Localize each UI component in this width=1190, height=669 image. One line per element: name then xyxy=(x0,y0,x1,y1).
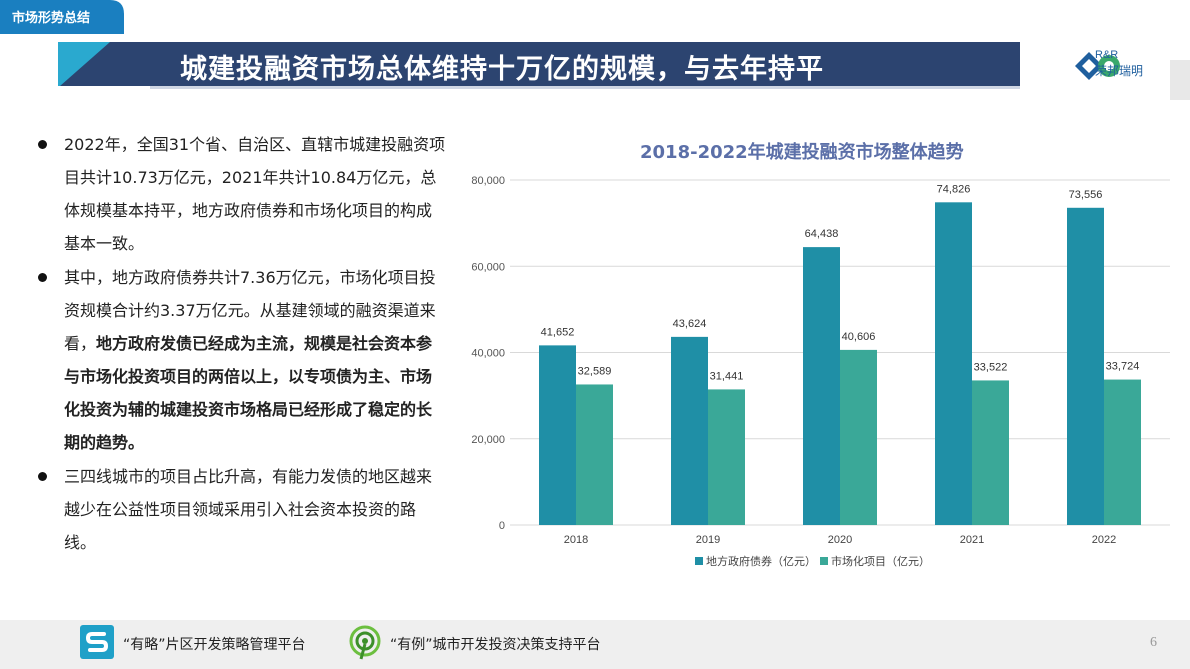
bullet-dot-icon xyxy=(38,472,47,481)
footer-platform-2[interactable]: “有例”城市开发投资决策支持平台 xyxy=(390,637,601,653)
section-tag-label: 市场形势总结 xyxy=(12,11,91,26)
bar-value-label: 41,652 xyxy=(541,326,575,338)
bullet-text: 三四线城市的项目占比升高，有能力发债的地区越来越少在公益性项目领域采用引入社会资… xyxy=(64,467,433,552)
bar-government-bonds xyxy=(935,202,972,525)
bullet-dot-icon xyxy=(38,140,47,149)
decision-platform-icon xyxy=(349,625,381,660)
bullet-item: 2022年，全国31个省、自治区、直辖市城建投融资项目共计10.73万亿元，20… xyxy=(36,128,446,260)
strategy-platform-icon xyxy=(80,625,114,659)
page-number: 6 xyxy=(1150,635,1157,650)
chart-title: 2018-2022年城建投融资市场整体趋势 xyxy=(640,142,964,163)
logo-text-cn: 荣邦瑞明 xyxy=(1095,64,1144,78)
summary-bullet-list: 2022年，全国31个省、自治区、直辖市城建投融资项目共计10.73万亿元，20… xyxy=(36,128,446,560)
legend-label: 市场化项目（亿元） xyxy=(831,554,930,568)
bullet-emphasis-text: 地方政府发债已经成为主流，规模是社会资本参与市场化投资项目的两倍以上，以专项债为… xyxy=(64,334,433,452)
bar-market-projects xyxy=(708,389,745,525)
bullet-item: 其中，地方政府债券共计7.36万亿元，市场化项目投资规模合计约3.37万亿元。从… xyxy=(36,261,446,459)
bar-market-projects xyxy=(576,384,613,525)
legend-swatch xyxy=(820,557,828,565)
bullet-text: 其中，地方政府债券共计7.36万亿元，市场化项目投资规模合计约3.37万亿元。从… xyxy=(64,268,436,353)
bar-value-label: 33,724 xyxy=(1106,361,1140,373)
legend-swatch xyxy=(695,557,703,565)
bar-value-label: 64,438 xyxy=(805,228,839,240)
title-banner xyxy=(58,42,1190,100)
bullet-item: 三四线城市的项目占比升高，有能力发债的地区越来越少在公益性项目领域采用引入社会资… xyxy=(36,460,446,559)
x-tick-label: 2022 xyxy=(1092,534,1116,546)
bullet-text: 2022年，全国31个省、自治区、直辖市城建投融资项目共计10.73万亿元，20… xyxy=(64,135,446,253)
bar-value-label: 40,606 xyxy=(842,331,876,343)
bar-government-bonds xyxy=(1067,207,1104,526)
x-tick-label: 2021 xyxy=(960,534,984,546)
y-tick-label: 0 xyxy=(499,520,505,532)
y-tick-label: 20,000 xyxy=(471,434,505,446)
section-tag xyxy=(0,0,124,34)
footer-bar xyxy=(0,620,1190,669)
legend-label: 地方政府债券（亿元） xyxy=(706,554,816,568)
y-tick-label: 60,000 xyxy=(471,261,505,273)
x-tick-label: 2020 xyxy=(828,534,852,546)
y-tick-label: 40,000 xyxy=(471,348,505,360)
bar-value-label: 43,624 xyxy=(673,318,707,330)
bar-chart: 0 20,000 40,000 60,000 80,000 41,652 32,589 201… xyxy=(471,175,1170,568)
bar-market-projects xyxy=(972,380,1009,525)
footer-platform-1[interactable]: “有略”片区开发策略管理平台 xyxy=(123,637,306,653)
x-tick-label: 2018 xyxy=(564,534,588,546)
x-tick-label: 2019 xyxy=(696,534,720,546)
bar-government-bonds xyxy=(671,336,708,525)
bar-market-projects xyxy=(840,349,877,525)
bar-value-label: 31,441 xyxy=(710,370,744,382)
company-logo-icon xyxy=(1075,52,1120,80)
bar-value-label: 73,556 xyxy=(1069,189,1103,201)
bar-value-label: 74,826 xyxy=(937,183,971,195)
logo-text-en: R&R xyxy=(1095,49,1119,61)
bar-market-projects xyxy=(1104,379,1141,525)
bar-value-label: 33,522 xyxy=(974,361,1008,373)
bar-value-label: 32,589 xyxy=(578,365,612,377)
page-title: 城建投融资市场总体维持十万亿的规模，与去年持平 xyxy=(180,54,824,85)
bar-government-bonds xyxy=(803,247,840,525)
bar-government-bonds xyxy=(539,345,576,525)
bullet-dot-icon xyxy=(38,273,47,282)
y-tick-label: 80,000 xyxy=(471,175,505,187)
